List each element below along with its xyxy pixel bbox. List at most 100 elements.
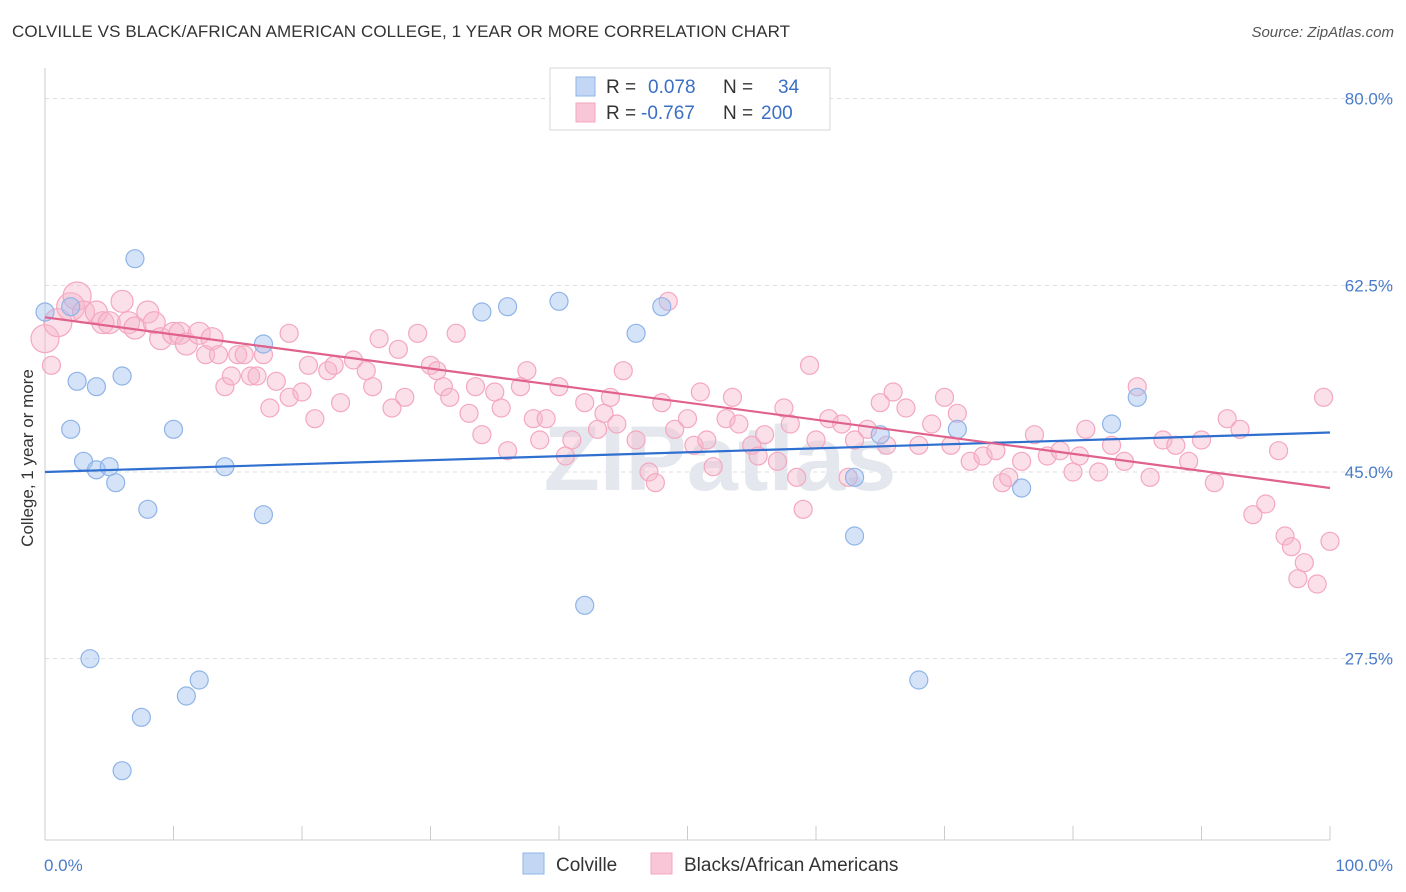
legend-box: R = 0.078 N = 34 R = -0.767 N = 200: [549, 67, 831, 131]
colville-point: [253, 505, 274, 525]
colville-point: [106, 473, 126, 493]
colville-point: [61, 419, 81, 439]
black-point: [1307, 574, 1327, 594]
black-point: [1191, 430, 1212, 450]
black-point: [844, 430, 865, 450]
grid-lines: 27.5% 45.0% 62.5% 80.0%: [45, 90, 1393, 669]
black-point: [1230, 419, 1250, 439]
black-point: [369, 329, 389, 349]
black-point: [279, 323, 299, 343]
colville-point: [61, 297, 81, 317]
black-point: [575, 393, 595, 413]
black-point: [883, 382, 903, 402]
colville-point: [35, 302, 55, 322]
colville-point: [549, 291, 569, 311]
colville-point: [112, 761, 132, 781]
black-point: [613, 361, 633, 381]
black-point: [318, 361, 338, 381]
black-point: [587, 419, 608, 439]
black-point: [793, 499, 813, 519]
black-point: [1281, 537, 1302, 557]
colville-trend-line: [44, 431, 1331, 474]
legend-swatch-black: [575, 102, 596, 123]
colville-point: [844, 467, 865, 487]
black-point: [62, 281, 92, 311]
black-point: [684, 435, 704, 455]
colville-point: [99, 457, 119, 477]
black-point: [208, 345, 229, 365]
colville-point: [844, 526, 865, 546]
black-point: [298, 355, 319, 375]
black-point: [857, 419, 878, 439]
black-point: [639, 462, 659, 482]
black-point: [626, 430, 646, 450]
black-point: [703, 457, 723, 477]
colville-point: [575, 595, 595, 615]
colville-point: [176, 686, 196, 706]
colville-point: [947, 419, 967, 439]
black-point: [247, 366, 267, 386]
legend-swatch-colville: [575, 76, 596, 97]
x-tick-label-0: 0.0%: [44, 856, 83, 875]
black-point: [1288, 569, 1308, 589]
black-point: [697, 430, 717, 450]
black-point: [1204, 473, 1224, 493]
black-point: [934, 387, 955, 407]
colville-point: [472, 302, 492, 322]
colville-point: [138, 499, 158, 519]
black-point: [1313, 387, 1334, 407]
black-point: [838, 467, 858, 487]
colville-point: [86, 377, 107, 397]
black-point: [1166, 435, 1186, 455]
bottom-legend-colville: Colville: [556, 855, 617, 876]
black-point: [136, 300, 160, 324]
black-point: [819, 409, 839, 429]
source-label: Source: ZipAtlas.com: [1251, 24, 1394, 41]
black-point: [465, 377, 486, 397]
black-point: [266, 371, 286, 391]
black-point: [97, 311, 121, 335]
colville-point: [1127, 387, 1147, 407]
black-point: [459, 403, 479, 423]
y-tick-label: 45.0%: [1345, 463, 1393, 482]
colville-point: [626, 323, 646, 343]
legend-r-value-2: -0.767: [641, 103, 695, 124]
bottom-legend: Colville Blacks/African Americans: [522, 852, 898, 876]
colville-point: [1011, 478, 1032, 498]
colville-point: [189, 670, 209, 690]
colville-point: [112, 366, 132, 386]
legend-r-label-1: R =: [606, 77, 636, 98]
y-axis-title: College, 1 year or more: [18, 369, 37, 547]
black-point: [498, 441, 518, 461]
bottom-legend-black: Blacks/African Americans: [684, 855, 898, 876]
black-point: [260, 398, 280, 418]
black-point: [41, 355, 62, 375]
black-point: [330, 393, 351, 413]
black-point: [234, 345, 254, 365]
legend-n-value-1: 34: [778, 77, 800, 98]
black-point: [607, 414, 627, 434]
black-point: [1063, 462, 1083, 482]
black-point: [754, 425, 775, 445]
black-point: [870, 393, 890, 413]
legend-n-value-2: 200: [761, 103, 793, 124]
black-point: [722, 387, 743, 407]
y-tick-label: 80.0%: [1345, 90, 1393, 109]
black-point: [485, 382, 505, 402]
black-point: [440, 387, 460, 407]
black-point: [645, 473, 665, 493]
black-point: [960, 451, 980, 471]
colville-point: [131, 707, 151, 727]
colville-point: [870, 425, 890, 445]
black-point: [536, 409, 556, 429]
black-point: [1076, 419, 1096, 439]
black-point: [992, 473, 1012, 493]
black-point: [110, 289, 134, 313]
colville-point: [125, 249, 145, 269]
black-point: [408, 323, 428, 343]
black-point: [382, 398, 402, 418]
black-point: [388, 339, 408, 359]
black-point: [517, 361, 537, 381]
black-point: [999, 467, 1019, 487]
